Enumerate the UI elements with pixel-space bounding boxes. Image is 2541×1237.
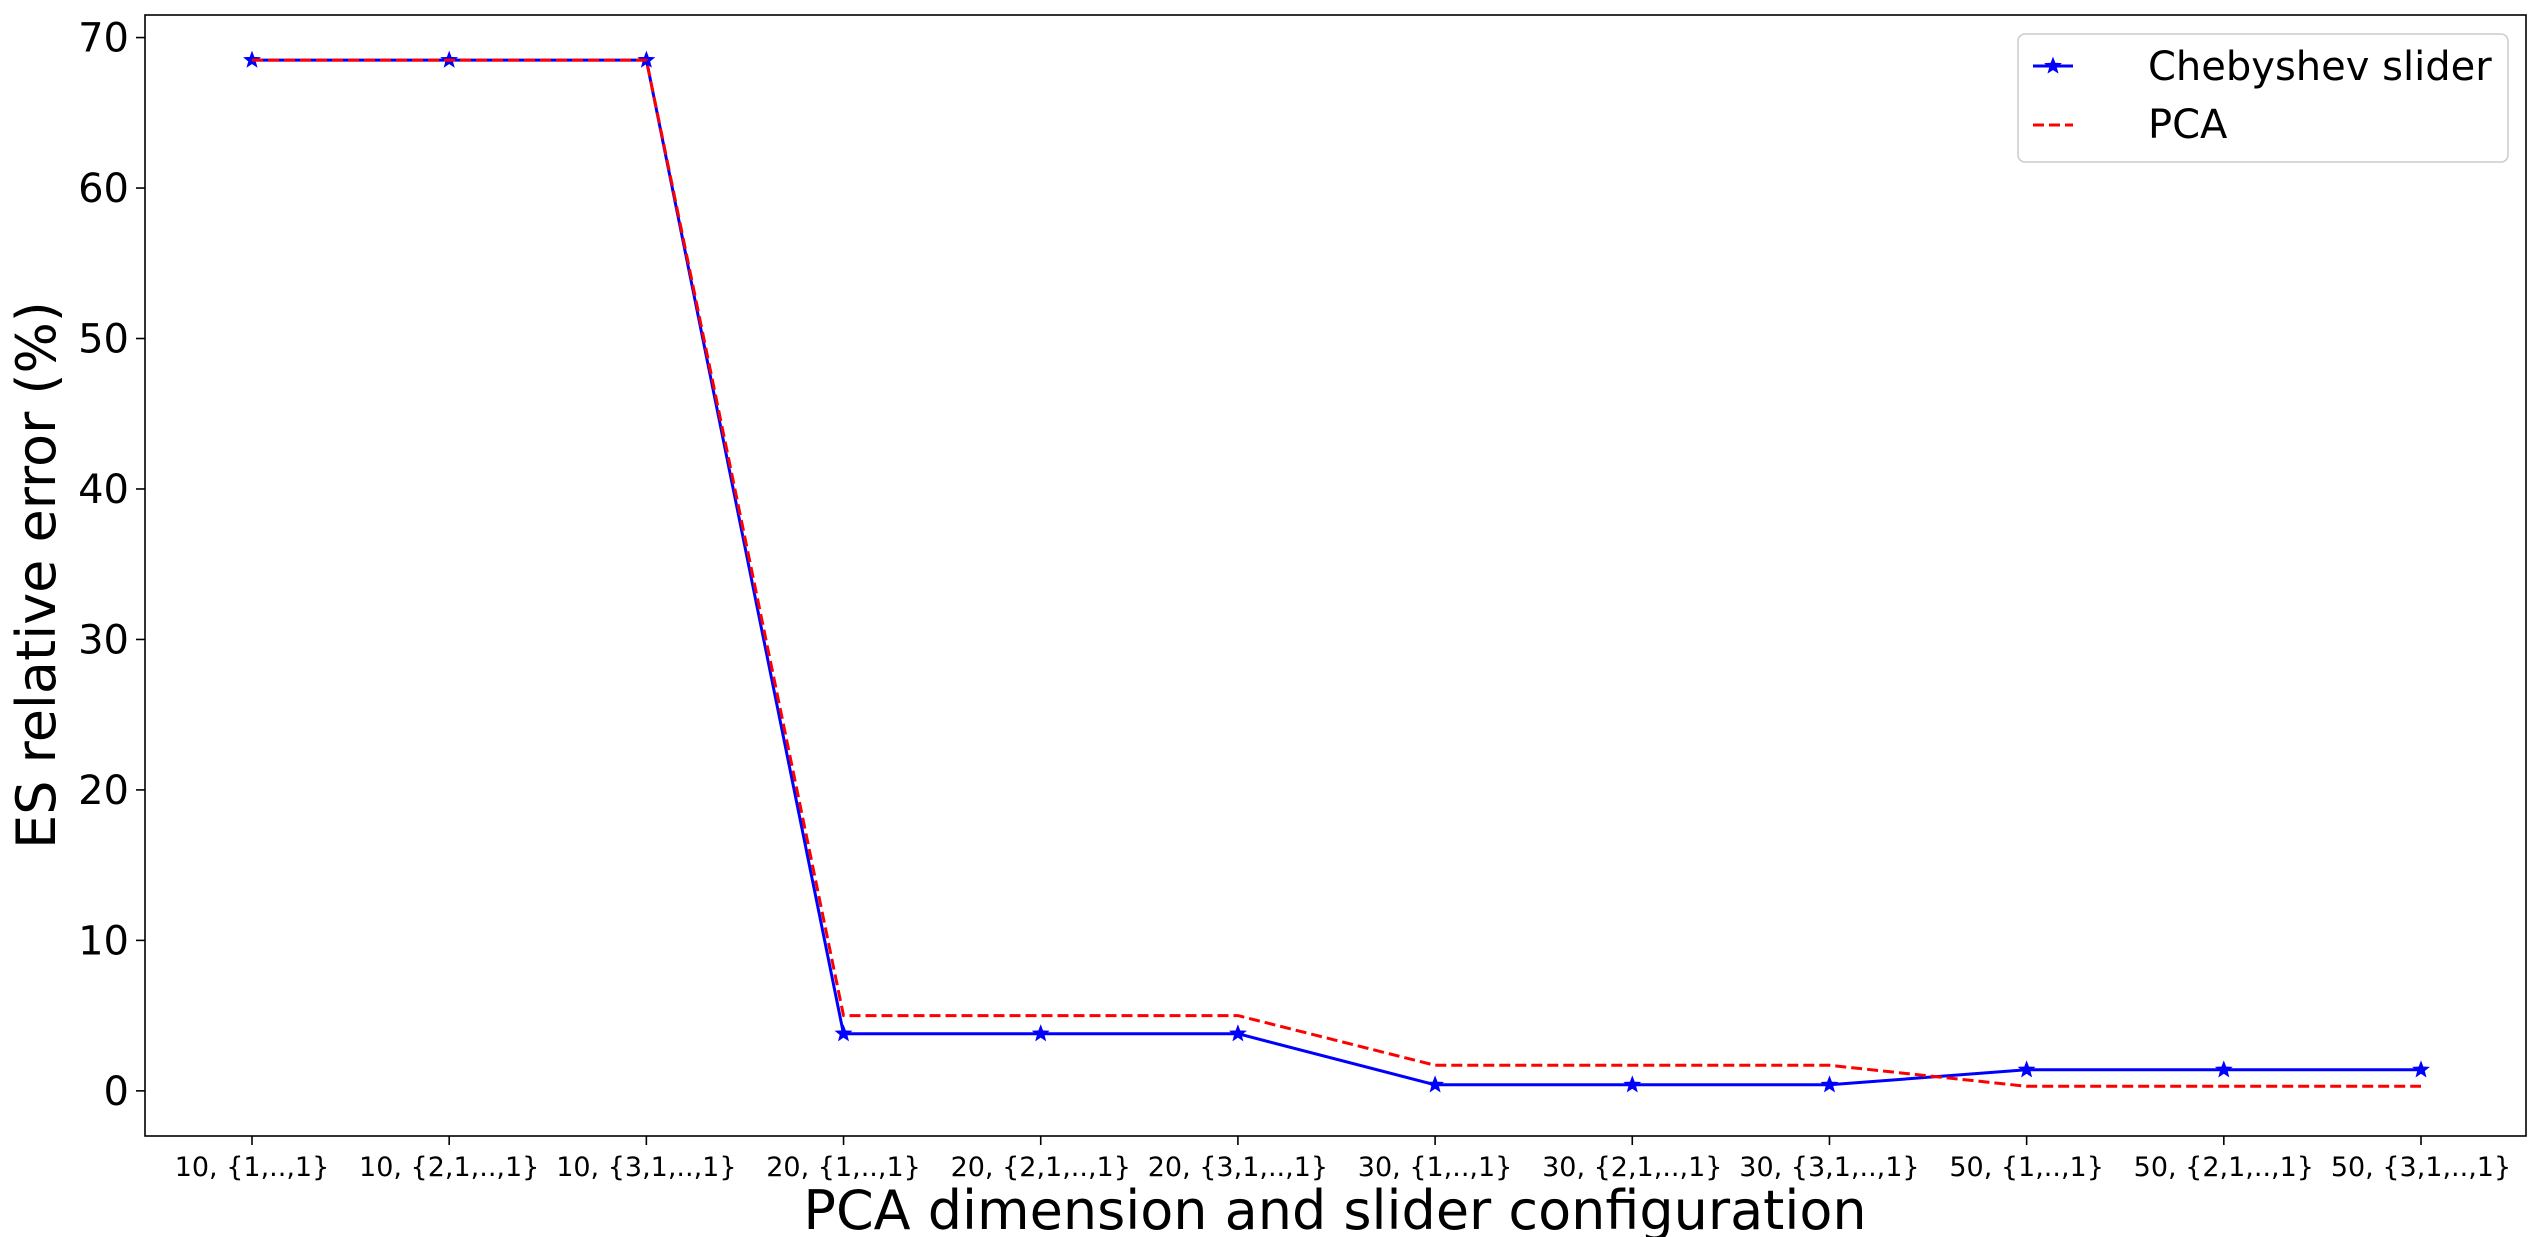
x-axis: 10, {1,..,1} 10, {2,1,..,1} 10, {3,1,..,1}… xyxy=(175,1136,2511,1183)
x-tick-label: 10, {1,..,1} xyxy=(175,1152,330,1183)
series-layer xyxy=(243,50,2430,1093)
data-point-chebyshev xyxy=(1820,1075,1839,1093)
data-point-chebyshev xyxy=(1228,1024,1247,1042)
x-tick-label: 20, {3,1,..,1} xyxy=(1148,1152,1328,1183)
y-axis-label: ES relative error (%) xyxy=(5,301,68,849)
y-tick-label: 30 xyxy=(78,617,129,663)
y-axis: 0 10 20 30 40 50 60 70 xyxy=(78,16,145,1115)
y-tick-label: 50 xyxy=(78,317,129,363)
plot-frame xyxy=(144,14,2527,1137)
legend-label-chebyshev: Chebyshev slider xyxy=(2148,44,2492,90)
y-tick-label: 40 xyxy=(78,467,129,513)
y-tick-label: 20 xyxy=(78,768,129,814)
legend-label-pca: PCA xyxy=(2148,102,2228,148)
legend-box xyxy=(2017,33,2509,163)
x-tick-label: 30, {3,1,..,1} xyxy=(1739,1152,1919,1183)
x-tick-label: 50, {3,1,..,1} xyxy=(2331,1152,2511,1183)
x-tick-label: 50, {2,1,..,1} xyxy=(2134,1152,2314,1183)
data-point-chebyshev xyxy=(2412,1060,2430,1078)
data-point-chebyshev xyxy=(834,1024,853,1042)
y-tick-label: 0 xyxy=(104,1069,129,1115)
data-point-chebyshev xyxy=(1426,1075,1445,1093)
x-tick-label: 20, {2,1,..,1} xyxy=(951,1152,1131,1183)
series-line-chebyshev xyxy=(252,58,2421,1087)
x-tick-label: 10, {3,1,..,1} xyxy=(556,1152,736,1183)
x-tick-label: 20, {1,..,1} xyxy=(766,1152,921,1183)
x-tick-label: 50, {1,..,1} xyxy=(1949,1152,2104,1183)
legend-marker-chebyshev xyxy=(2044,56,2062,74)
x-axis-label: PCA dimension and slider configuration xyxy=(803,1179,1866,1237)
data-point-chebyshev xyxy=(1623,1075,1642,1093)
data-point-chebyshev xyxy=(2214,1060,2233,1078)
x-tick-label: 30, {2,1,..,1} xyxy=(1542,1152,1722,1183)
legend: Chebyshev slider PCA xyxy=(2017,33,2509,163)
data-point-chebyshev xyxy=(2017,1060,2036,1078)
series-line-pca xyxy=(252,58,2421,1088)
data-point-chebyshev xyxy=(1031,1024,1050,1042)
y-tick-label: 60 xyxy=(78,166,129,212)
x-tick-label: 30, {1,..,1} xyxy=(1358,1152,1513,1183)
y-tick-label: 10 xyxy=(78,918,129,964)
y-tick-label: 70 xyxy=(78,16,129,62)
x-tick-label: 10, {2,1,..,1} xyxy=(359,1152,539,1183)
